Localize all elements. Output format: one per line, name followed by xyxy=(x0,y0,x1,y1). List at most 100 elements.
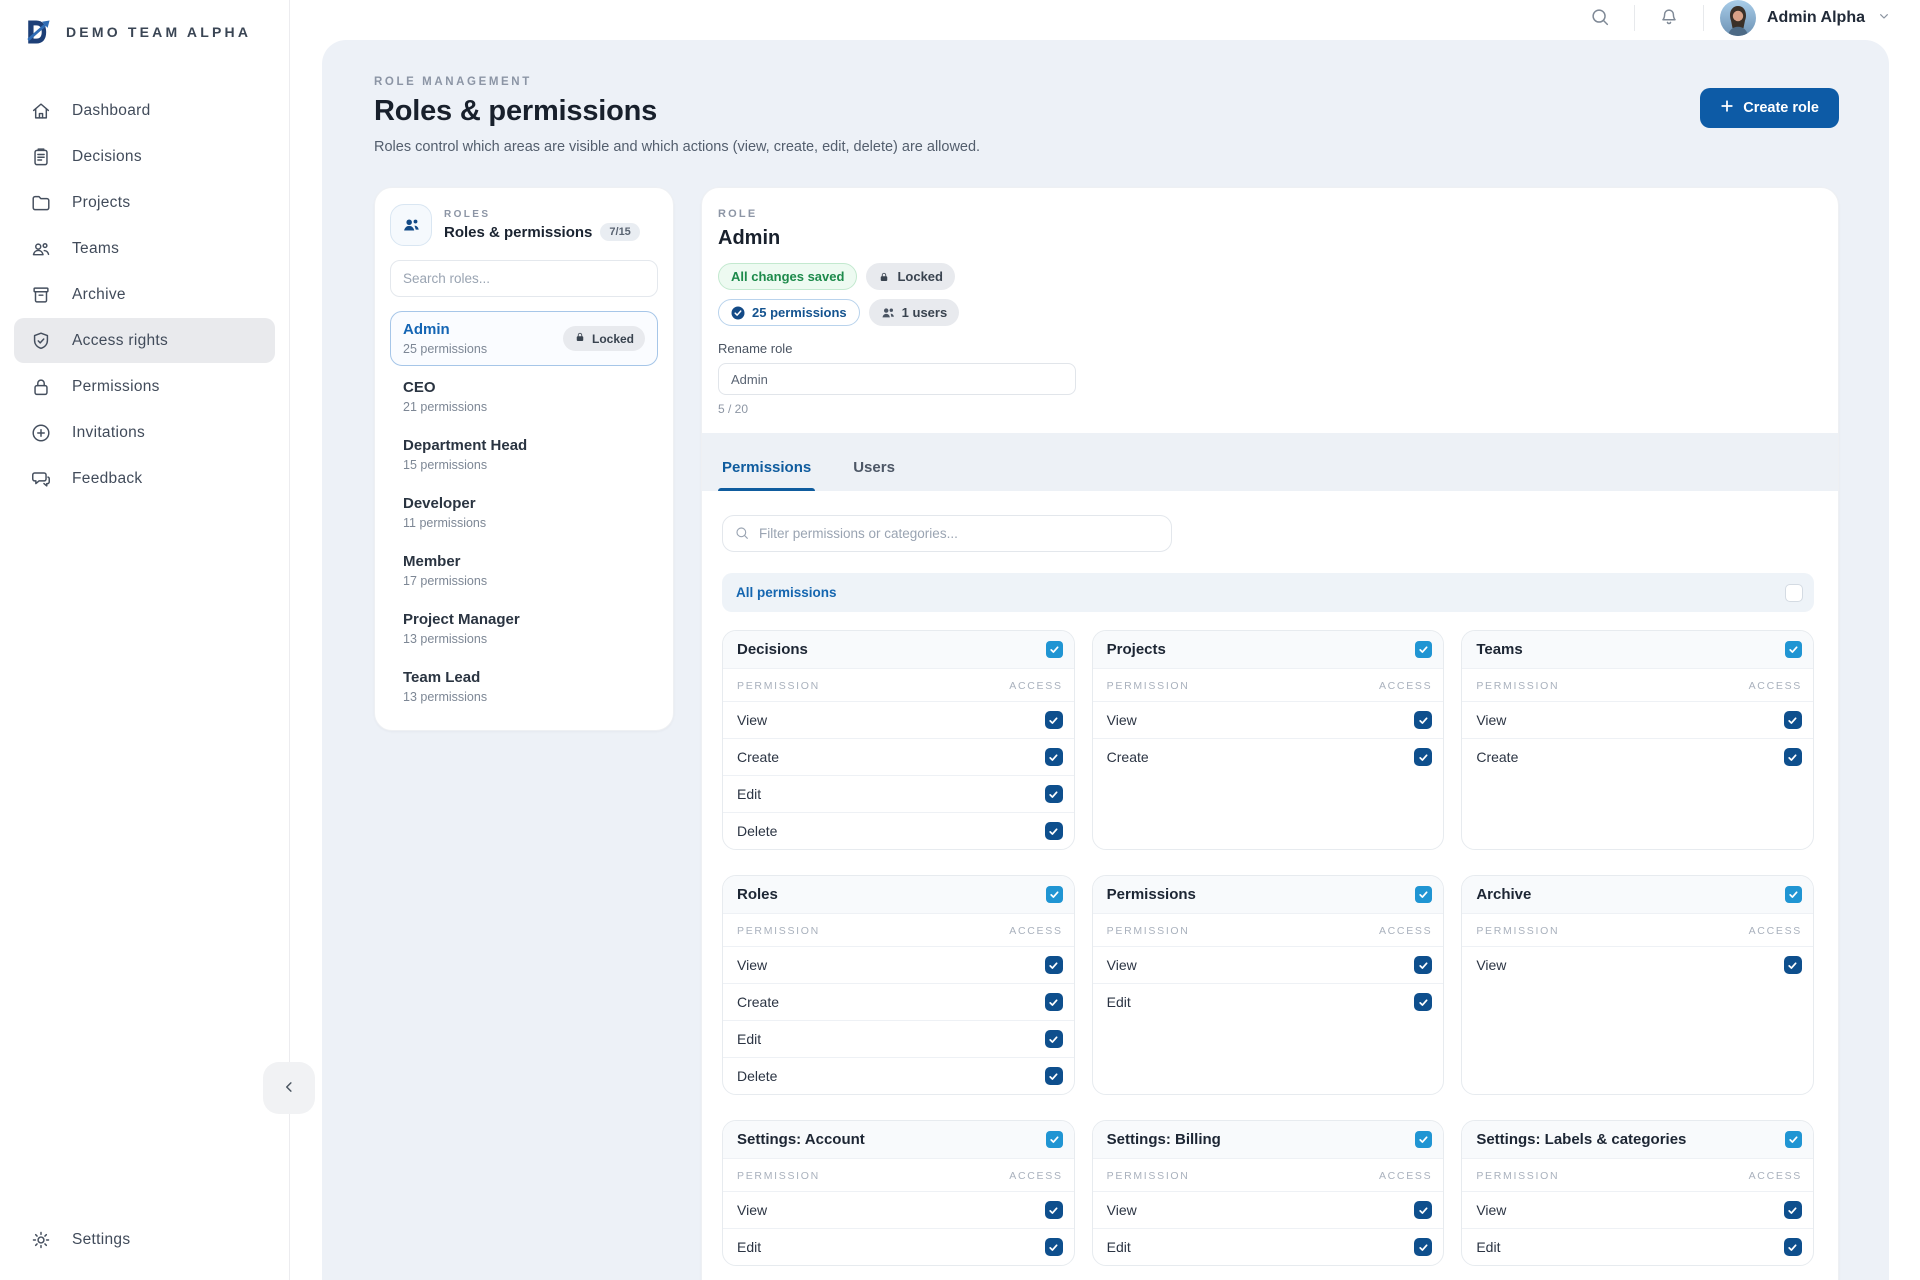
permission-categories-grid: DecisionsPERMISSIONACCESSViewCreateEditD… xyxy=(722,630,1814,1266)
permission-row: Edit xyxy=(723,1020,1074,1057)
permission-checkbox[interactable] xyxy=(1784,1238,1802,1256)
table-column-headers: PERMISSIONACCESS xyxy=(1093,914,1444,946)
role-list-item-ceo[interactable]: CEO21 permissions xyxy=(390,369,658,424)
role-list-item-admin[interactable]: Admin25 permissionsLocked xyxy=(390,311,658,366)
permission-column-label: PERMISSION xyxy=(1107,925,1190,937)
permission-checkbox[interactable] xyxy=(1045,822,1063,840)
permission-checkbox[interactable] xyxy=(1045,711,1063,729)
tab-permissions[interactable]: Permissions xyxy=(718,433,815,491)
permission-column-label: PERMISSION xyxy=(1107,680,1190,692)
sidebar-item-projects[interactable]: Projects xyxy=(14,180,275,225)
permission-checkbox[interactable] xyxy=(1045,1067,1063,1085)
rename-role-input[interactable] xyxy=(718,363,1076,395)
sidebar-item-label: Teams xyxy=(72,240,119,258)
access-column-label: ACCESS xyxy=(1379,680,1432,692)
page-header: ROLE MANAGEMENT Roles & permissions Role… xyxy=(374,76,1839,155)
role-list-item-developer[interactable]: Developer11 permissions xyxy=(390,485,658,540)
category-checkbox[interactable] xyxy=(1046,886,1063,903)
role-item-permission-count: 11 permissions xyxy=(403,516,486,530)
role-list-item-member[interactable]: Member17 permissions xyxy=(390,543,658,598)
permission-checkbox[interactable] xyxy=(1045,1238,1063,1256)
sidebar-item-teams[interactable]: Teams xyxy=(14,226,275,271)
role-list-item-department-head[interactable]: Department Head15 permissions xyxy=(390,427,658,482)
permission-column-label: PERMISSION xyxy=(1107,1170,1190,1182)
role-item-name: Admin xyxy=(403,321,487,338)
sidebar-item-feedback[interactable]: Feedback xyxy=(14,456,275,501)
table-column-headers: PERMISSIONACCESS xyxy=(1093,1159,1444,1191)
category-checkbox[interactable] xyxy=(1415,641,1432,658)
permission-checkbox[interactable] xyxy=(1784,711,1802,729)
brand-logo-icon xyxy=(22,16,54,48)
permission-checkbox[interactable] xyxy=(1414,1238,1432,1256)
roles-list-panel: ROLES Roles & permissions 7/15 Admin25 p… xyxy=(374,187,674,731)
detail-tabstrip: Permissions Users xyxy=(702,433,1838,491)
permission-checkbox[interactable] xyxy=(1414,711,1432,729)
permission-checkbox[interactable] xyxy=(1045,956,1063,974)
permission-column-label: PERMISSION xyxy=(1476,925,1559,937)
permission-checkbox[interactable] xyxy=(1784,1201,1802,1219)
category-checkbox[interactable] xyxy=(1785,641,1802,658)
permission-checkbox[interactable] xyxy=(1045,1201,1063,1219)
permission-checkbox[interactable] xyxy=(1045,993,1063,1011)
role-list-item-team-lead[interactable]: Team Lead13 permissions xyxy=(390,659,658,714)
notifications-button[interactable] xyxy=(1651,0,1687,36)
role-detail-header: ROLE Admin All changes saved xyxy=(702,188,1838,433)
filter-permissions-input[interactable] xyxy=(722,515,1172,552)
sidebar-item-permissions[interactable]: Permissions xyxy=(14,364,275,409)
permission-label: View xyxy=(1107,712,1137,728)
sidebar-item-decisions[interactable]: Decisions xyxy=(14,134,275,179)
topbar-divider xyxy=(1703,5,1704,31)
gear-icon xyxy=(30,1229,52,1251)
permission-checkbox[interactable] xyxy=(1045,785,1063,803)
users-icon xyxy=(881,306,895,320)
category-checkbox[interactable] xyxy=(1415,886,1432,903)
permission-row: Delete xyxy=(723,1057,1074,1094)
tab-users[interactable]: Users xyxy=(849,433,899,491)
permission-row: View xyxy=(1093,1191,1444,1228)
permission-label: View xyxy=(737,712,767,728)
sidebar-item-invitations[interactable]: Invitations xyxy=(14,410,275,455)
create-role-button[interactable]: Create role xyxy=(1700,88,1839,128)
sidebar-item-archive[interactable]: Archive xyxy=(14,272,275,317)
permission-category-card-projects: ProjectsPERMISSIONACCESSViewCreate xyxy=(1092,630,1445,850)
sidebar-collapse-button[interactable] xyxy=(263,1062,315,1114)
role-list-item-project-manager[interactable]: Project Manager13 permissions xyxy=(390,601,658,656)
permission-label: Edit xyxy=(1107,1239,1131,1255)
category-checkbox[interactable] xyxy=(1415,1131,1432,1148)
user-menu[interactable]: Admin Alpha xyxy=(1720,0,1892,36)
sidebar-item-label: Settings xyxy=(72,1231,130,1249)
category-title: Teams xyxy=(1476,641,1522,658)
lock-icon xyxy=(878,271,890,283)
permission-checkbox[interactable] xyxy=(1784,748,1802,766)
sidebar-item-access-rights[interactable]: Access rights xyxy=(14,318,275,363)
category-checkbox[interactable] xyxy=(1785,886,1802,903)
permission-checkbox[interactable] xyxy=(1784,956,1802,974)
category-header: Teams xyxy=(1462,631,1813,669)
bell-icon xyxy=(1658,6,1680,31)
role-item-permission-count: 15 permissions xyxy=(403,458,527,472)
all-permissions-checkbox[interactable] xyxy=(1785,584,1803,602)
permission-checkbox[interactable] xyxy=(1045,1030,1063,1048)
category-checkbox[interactable] xyxy=(1785,1131,1802,1148)
sidebar-item-dashboard[interactable]: Dashboard xyxy=(14,88,275,133)
category-title: Roles xyxy=(737,886,778,903)
sidebar-item-settings[interactable]: Settings xyxy=(14,1217,275,1262)
access-column-label: ACCESS xyxy=(1749,925,1802,937)
permission-checkbox[interactable] xyxy=(1414,956,1432,974)
all-permissions-label: All permissions xyxy=(736,585,837,600)
category-title: Projects xyxy=(1107,641,1166,658)
search-button[interactable] xyxy=(1582,0,1618,36)
role-name: Admin xyxy=(718,227,1818,250)
permission-row: View xyxy=(1462,701,1813,738)
permission-checkbox[interactable] xyxy=(1414,993,1432,1011)
permission-checkbox[interactable] xyxy=(1414,748,1432,766)
sidebar-bottom: Settings xyxy=(0,1217,289,1280)
content-panel: ROLE MANAGEMENT Roles & permissions Role… xyxy=(322,40,1889,1280)
category-checkbox[interactable] xyxy=(1046,641,1063,658)
page-title: Roles & permissions xyxy=(374,95,980,128)
permission-checkbox[interactable] xyxy=(1414,1201,1432,1219)
category-checkbox[interactable] xyxy=(1046,1131,1063,1148)
permission-row: View xyxy=(1093,701,1444,738)
permission-checkbox[interactable] xyxy=(1045,748,1063,766)
search-roles-input[interactable] xyxy=(390,260,658,297)
